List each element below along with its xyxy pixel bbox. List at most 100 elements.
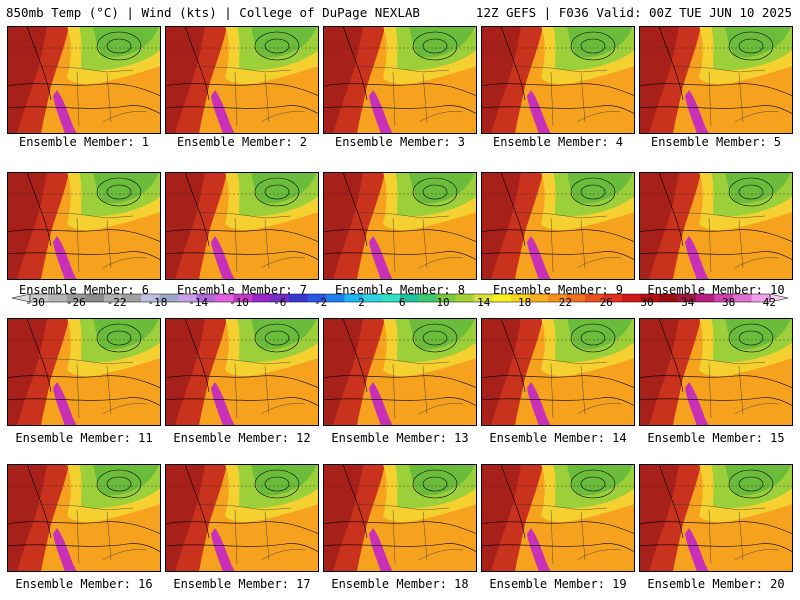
colorbar-cell	[270, 294, 290, 302]
ensemble-map-14	[481, 318, 635, 426]
ensemble-member-label: Ensemble Member: 19	[489, 577, 627, 591]
colorbar-tick-label: 14	[477, 296, 491, 309]
colorbar-cell	[48, 294, 68, 302]
colorbar-cell	[696, 294, 715, 302]
ensemble-map-5	[639, 26, 793, 134]
colorbar-cell	[30, 294, 49, 302]
ensemble-map-9	[481, 172, 635, 280]
ensemble-member-label: Ensemble Member: 11	[15, 431, 153, 445]
colorbar-cell	[474, 294, 493, 302]
ensemble-map-20	[639, 464, 793, 572]
colorbar-cell	[233, 294, 253, 302]
ensemble-map-1	[7, 26, 161, 134]
colorbar-cell	[141, 294, 160, 302]
temperature-colorbar	[11, 293, 789, 303]
colorbar-cell	[326, 294, 345, 302]
colorbar-cell	[437, 294, 456, 302]
ensemble-member-label: Ensemble Member: 4	[492, 135, 624, 149]
ensemble-map-3	[323, 26, 477, 134]
ensemble-map-8	[323, 172, 477, 280]
ensemble-map-16	[7, 464, 161, 572]
ensemble-member-label: Ensemble Member: 2	[176, 135, 308, 149]
ensemble-member-label: Ensemble Member: 5	[650, 135, 782, 149]
colorbar-tick-label: 6	[398, 296, 406, 309]
ensemble-map-15	[639, 318, 793, 426]
ensemble-map-10	[639, 172, 793, 280]
ensemble-map-18	[323, 464, 477, 572]
colorbar-tick-label: 42	[762, 296, 777, 309]
colorbar-cell	[585, 294, 604, 302]
colorbar-cell	[344, 294, 364, 302]
ensemble-member-label: Ensemble Member: 12	[173, 431, 311, 445]
ensemble-member-label: Ensemble Member: 3	[334, 135, 466, 149]
ensemble-member-label: Ensemble Member: 9	[492, 283, 624, 297]
colorbar-cell	[418, 294, 438, 302]
colorbar-cell	[751, 294, 771, 302]
colorbar-cell	[603, 294, 623, 302]
model-run-label: 12Z GEFS | F036 Valid: 00Z TUE JUN 10 20…	[475, 5, 792, 20]
colorbar-cell	[622, 294, 641, 302]
colorbar-cell	[733, 294, 752, 302]
colorbar-cell	[178, 294, 197, 302]
ensemble-map-6	[7, 172, 161, 280]
ensemble-member-label: Ensemble Member: 7	[176, 283, 308, 297]
ensemble-member-label: Ensemble Member: 14	[489, 431, 627, 445]
colorbar-cell	[492, 294, 512, 302]
ensemble-member-label: Ensemble Member: 20	[647, 577, 785, 591]
colorbar-cell	[640, 294, 660, 302]
colorbar-cell	[252, 294, 271, 302]
ensemble-member-label: Ensemble Member: 1	[18, 135, 150, 149]
colorbar-cell	[529, 294, 549, 302]
colorbar-tick-label: -30	[25, 296, 45, 309]
ensemble-member-label: Ensemble Member: 10	[647, 283, 785, 297]
ensemble-member-label: Ensemble Member: 13	[331, 431, 469, 445]
ensemble-member-label: Ensemble Member: 8	[334, 283, 466, 297]
colorbar-cell	[548, 294, 567, 302]
colorbar-cell	[122, 294, 142, 302]
ensemble-member-label: Ensemble Member: 6	[18, 283, 150, 297]
colorbar-tick-label: 26	[599, 296, 613, 309]
colorbar-tick-label: -14	[188, 296, 209, 309]
colorbar-cell	[104, 294, 123, 302]
colorbar-cell	[455, 294, 475, 302]
colorbar-cell	[85, 294, 105, 302]
ensemble-member-label: Ensemble Member: 15	[647, 431, 785, 445]
ensemble-map-13	[323, 318, 477, 426]
colorbar-tick-label: 34	[681, 296, 695, 309]
colorbar-cell	[363, 294, 382, 302]
ensemble-map-2	[165, 26, 319, 134]
colorbar-cell	[159, 294, 179, 302]
colorbar-tick-label: 2	[358, 296, 365, 309]
ensemble-map-12	[165, 318, 319, 426]
colorbar-cell	[566, 294, 586, 302]
colorbar-tick-label: -18	[147, 296, 168, 309]
colorbar-cell	[400, 294, 419, 302]
ensemble-map-19	[481, 464, 635, 572]
colorbar-tick-label: 18	[517, 296, 532, 309]
colorbar-tick-label: 22	[558, 296, 573, 309]
colorbar-tick-label: -10	[229, 296, 249, 309]
map-title: 850mb Temp (°C) | Wind (kts) | College o…	[6, 5, 420, 20]
colorbar-tick-label: 10	[436, 296, 450, 309]
colorbar-cell	[659, 294, 678, 302]
colorbar-cell	[511, 294, 530, 302]
colorbar-cell	[381, 294, 401, 302]
colorbar-tick-label: 30	[640, 296, 654, 309]
colorbar-tick-label: -6	[273, 296, 287, 309]
ensemble-map-7	[165, 172, 319, 280]
ensemble-map-4	[481, 26, 635, 134]
colorbar-tick-label: -2	[313, 296, 328, 309]
ensemble-member-label: Ensemble Member: 17	[173, 577, 311, 591]
colorbar-cell	[196, 294, 216, 302]
ensemble-map-17	[165, 464, 319, 572]
colorbar-cell	[289, 294, 308, 302]
colorbar-cell	[67, 294, 86, 302]
ensemble-map-11	[7, 318, 161, 426]
colorbar-tick-label: -26	[65, 296, 86, 309]
colorbar-tick-label: 38	[721, 296, 736, 309]
colorbar-cell	[677, 294, 697, 302]
colorbar-cell	[307, 294, 327, 302]
colorbar-cell	[714, 294, 734, 302]
colorbar-tick-label: -22	[106, 296, 127, 309]
ensemble-member-label: Ensemble Member: 16	[15, 577, 153, 591]
